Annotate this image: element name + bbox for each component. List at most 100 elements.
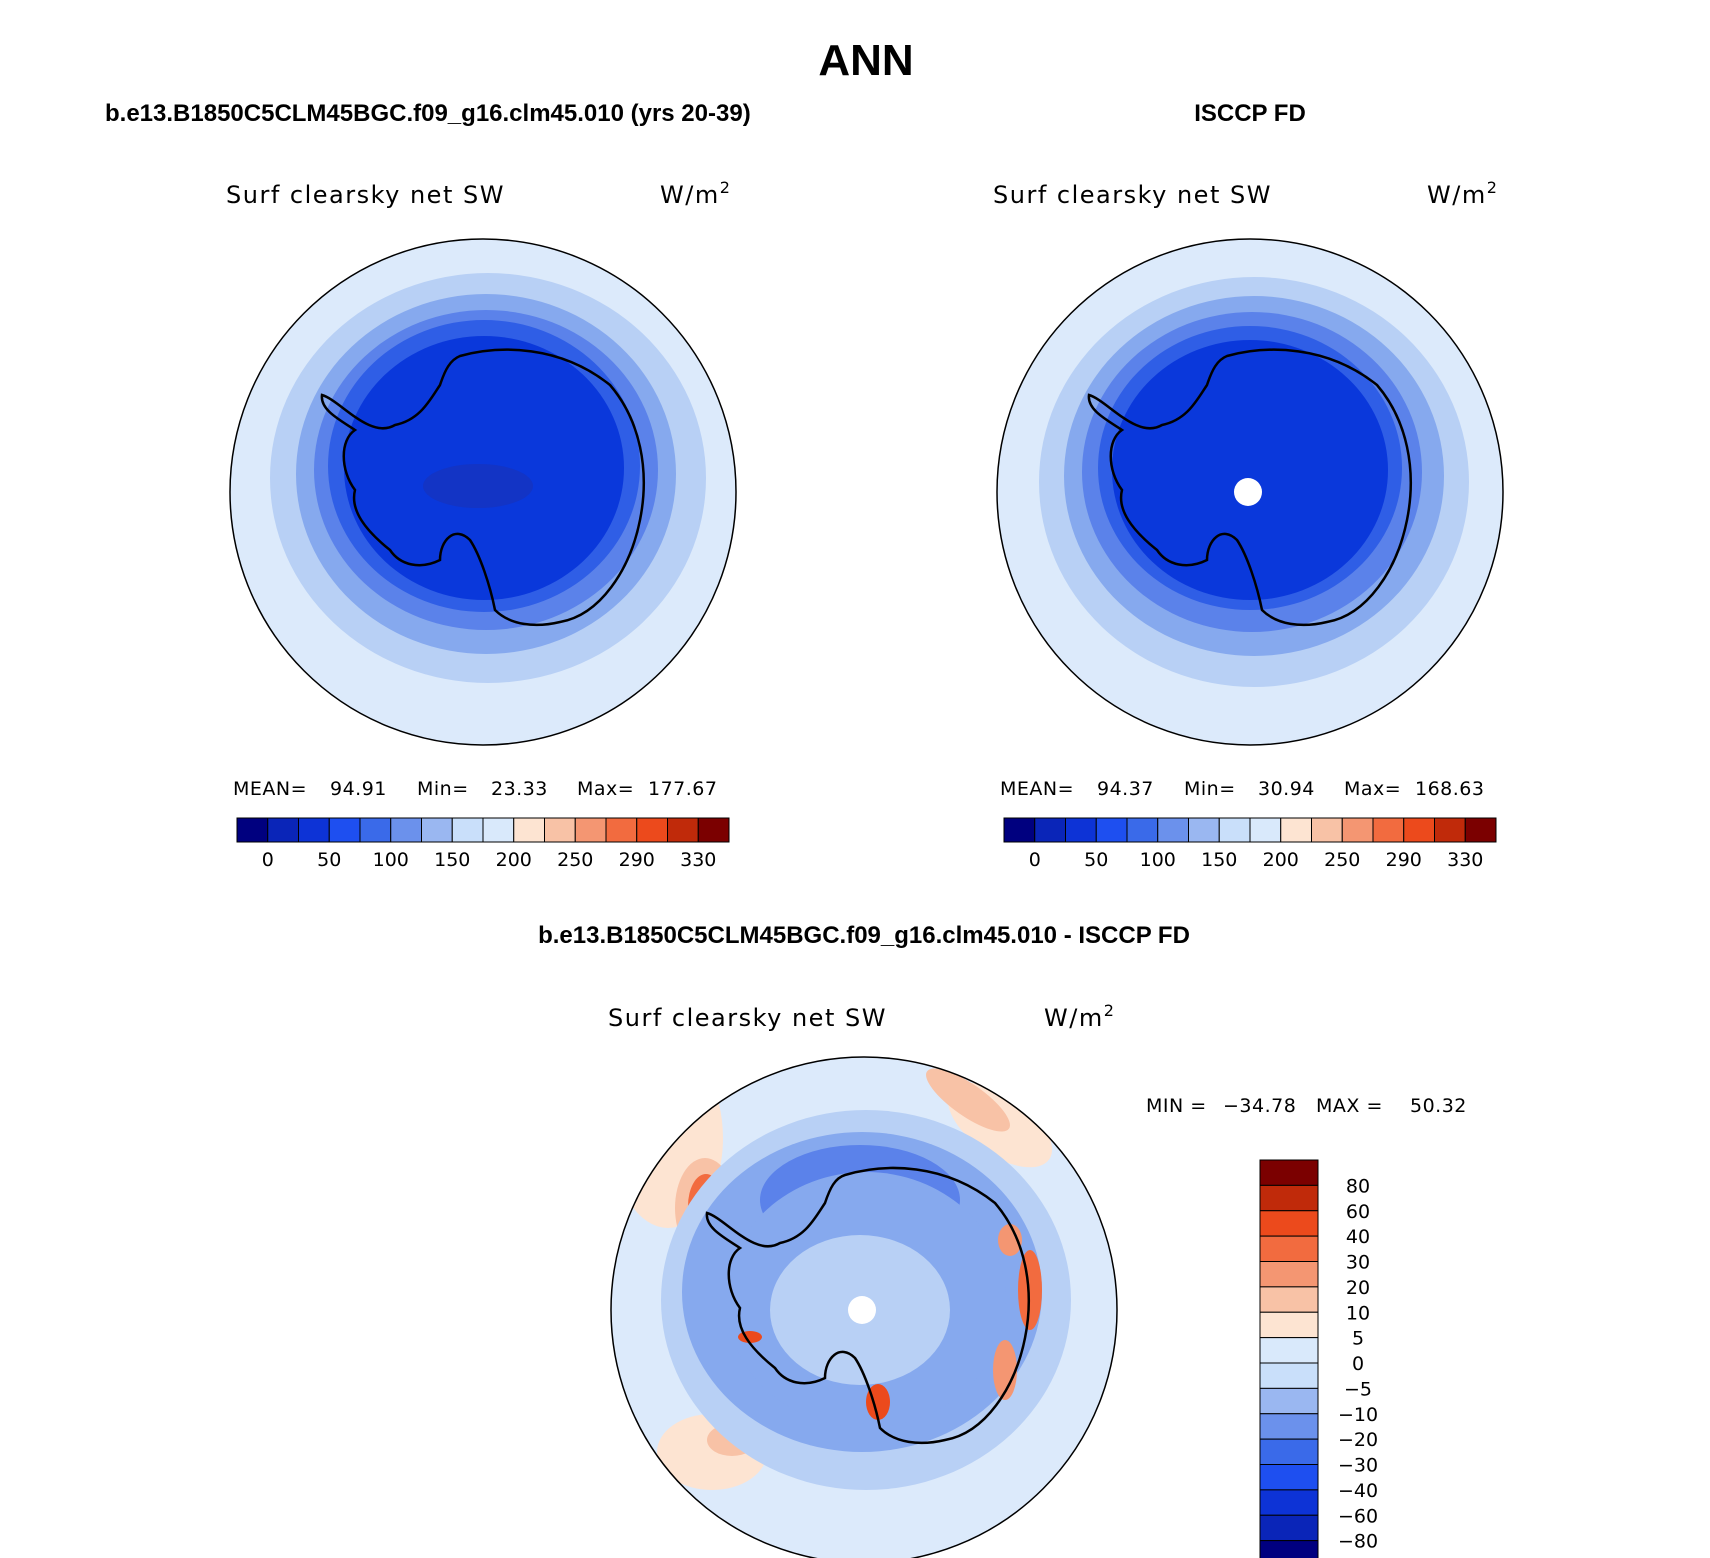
panel-obs-min-label: Min= [1184, 778, 1236, 800]
panel-obs-max-label: Max= [1344, 778, 1401, 800]
field-coast-pos-3 [993, 1340, 1017, 1400]
colorbar-swatch [1259, 1489, 1319, 1516]
colorbar-swatch [1249, 817, 1282, 843]
colorbar-tick-label: 40 [1346, 1226, 1370, 1248]
colorbar-swatch [328, 817, 361, 843]
antarctica-coastline [1087, 348, 1412, 627]
colorbar-tick-label: 0 [262, 849, 274, 871]
panel-model-title: b.e13.B1850C5CLM45BGC.f09_g16.clm45.010 … [105, 100, 751, 127]
colorbar-tick-label: 290 [1386, 849, 1422, 871]
colorbar-tick-label: 50 [1084, 849, 1108, 871]
panel-diff: b.e13.B1850C5CLM45BGC.f09_g16.clm45.010 … [538, 922, 1466, 1558]
colorbar-swatch [1157, 817, 1189, 843]
field-band-6 [1112, 340, 1388, 600]
antarctica-coastline [705, 1166, 1030, 1445]
colorbar-swatch [1259, 1210, 1319, 1237]
field-coast-pos-1 [1018, 1250, 1042, 1330]
colorbar-tick-label: 100 [1140, 849, 1176, 871]
colorbar-tick-label: 20 [1346, 1277, 1370, 1299]
colorbar-tick-label: 150 [434, 849, 470, 871]
panel-diff-units: W/m2 [1044, 1001, 1115, 1032]
panel-model-min: 23.33 [491, 778, 548, 800]
panel-model-max-label: Max= [577, 778, 634, 800]
colorbar-swatch [667, 817, 699, 843]
panel-model-field [230, 239, 736, 745]
colorbar-swatch [421, 817, 453, 843]
colorbar-tick-label: 60 [1346, 1201, 1370, 1223]
colorbar-swatch [1259, 1438, 1319, 1465]
colorbar-swatch [1259, 1286, 1319, 1313]
colorbar-swatch [482, 817, 515, 843]
colorbar-swatch [1259, 1159, 1319, 1186]
colorbar-swatch [1126, 817, 1159, 843]
panel-model-colorbar: 0 50 100 150 200 250 290 330 [236, 817, 730, 871]
colorbar-tick-label: 330 [680, 849, 716, 871]
colorbar-swatch [1259, 1540, 1319, 1558]
colorbar-swatch [1372, 817, 1405, 843]
colorbar-swatch [1034, 817, 1066, 843]
colorbar-swatch [1259, 1337, 1319, 1364]
panel-obs-units: W/m2 [1427, 178, 1498, 209]
panel-obs-field [997, 239, 1503, 745]
colorbar-tick-label: −30 [1338, 1455, 1378, 1477]
colorbar-swatch [267, 817, 299, 843]
panel-model-variable: Surf clearsky net SW [226, 181, 505, 209]
field-coast-pos-2 [998, 1224, 1022, 1256]
panel-model-max: 177.67 [648, 778, 717, 800]
antarctica-coastline [320, 348, 645, 627]
colorbar-tick-label: −40 [1338, 1480, 1378, 1502]
colorbar-tick-label: 100 [373, 849, 409, 871]
colorbar-tick-label: −5 [1344, 1378, 1372, 1400]
panel-model-mean: 94.91 [330, 778, 387, 800]
panel-diff-map-border [610, 1056, 1118, 1558]
colorbar-swatch [697, 817, 730, 843]
colorbar-swatch [513, 817, 545, 843]
colorbar-tick-label: −20 [1338, 1429, 1378, 1451]
colorbar-tick-label: 250 [557, 849, 593, 871]
colorbar-swatch [1280, 817, 1312, 843]
colorbar-swatch [236, 817, 269, 843]
colorbar-tick-label: 290 [619, 849, 655, 871]
field-min-patch [423, 464, 533, 508]
colorbar-swatch [1259, 1514, 1319, 1542]
panel-model-map-border [229, 238, 737, 746]
colorbar-swatch [605, 817, 638, 843]
colorbar-tick-label: −80 [1338, 1531, 1378, 1553]
panel-obs-mean: 94.37 [1097, 778, 1154, 800]
colorbar-swatch [1403, 817, 1435, 843]
panel-diff-colorbar: 80 60 40 30 20 10 5 0 −5 −10 −20 −30 −40 −60 −80 [1259, 1159, 1378, 1558]
colorbar-tick-label: 250 [1324, 849, 1360, 871]
figure-title: ANN [818, 36, 913, 85]
colorbar-swatch [1218, 817, 1251, 843]
colorbar-swatch [1188, 817, 1220, 843]
colorbar-tick-label: −10 [1338, 1404, 1378, 1426]
colorbar-swatch [298, 817, 330, 843]
panel-model-mean-label: MEAN= [233, 778, 307, 800]
colorbar-tick-label: 330 [1447, 849, 1483, 871]
missing-pole-patch [1234, 478, 1262, 506]
colorbar-swatch [1259, 1464, 1319, 1491]
colorbar-swatch [1259, 1362, 1319, 1389]
panel-obs-variable: Surf clearsky net SW [993, 181, 1272, 209]
colorbar-swatch [1259, 1311, 1319, 1339]
colorbar-swatch [1464, 817, 1497, 843]
colorbar-swatch [1434, 817, 1466, 843]
panel-obs-colorbar: 0 50 100 150 200 250 290 330 [1003, 817, 1497, 871]
colorbar-tick-label: 80 [1346, 1175, 1370, 1197]
colorbar-swatch [1259, 1387, 1319, 1415]
colorbar-swatch [1259, 1261, 1319, 1288]
colorbar-tick-label: 5 [1352, 1328, 1364, 1350]
colorbar-swatch [1311, 817, 1343, 843]
panel-diff-max-label: MAX = [1316, 1095, 1383, 1117]
panel-model-min-label: Min= [417, 778, 469, 800]
colorbar-tick-label: 10 [1346, 1302, 1370, 1324]
colorbar-swatch [1259, 1235, 1319, 1262]
panel-obs-min: 30.94 [1258, 778, 1315, 800]
colorbar-swatch [574, 817, 607, 843]
field-pos-patch-5 [926, 1068, 1010, 1132]
colorbar-swatch [1259, 1184, 1319, 1212]
colorbar-tick-label: 0 [1029, 849, 1041, 871]
colorbar-swatch [1341, 817, 1374, 843]
panel-diff-variable: Surf clearsky net SW [608, 1004, 887, 1032]
